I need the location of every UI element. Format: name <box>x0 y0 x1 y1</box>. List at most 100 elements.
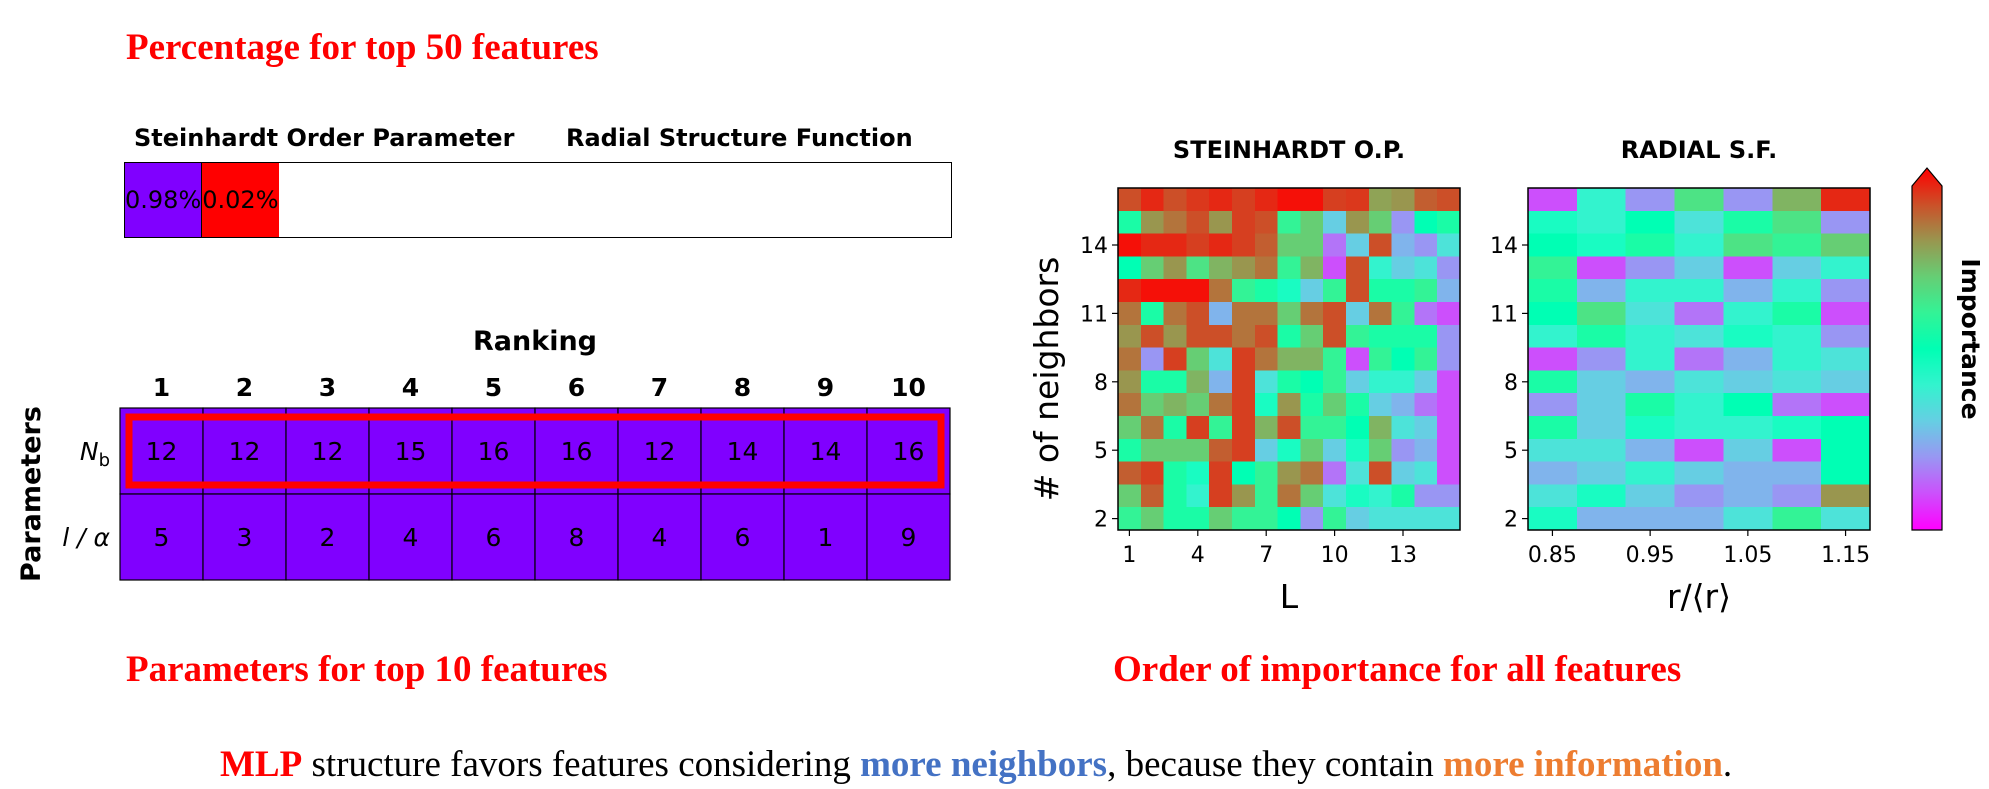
heatmap-cell <box>1254 188 1278 212</box>
heatmap-cell <box>1254 507 1278 531</box>
heatmap-cell <box>1277 416 1301 440</box>
heatmap-cell <box>1528 210 1578 234</box>
heatmap-cell <box>1163 347 1187 371</box>
x-tick-label: 4 <box>1191 543 1205 568</box>
heatmap-cell <box>1140 393 1164 417</box>
heatmap-cell <box>1323 188 1347 212</box>
heatmap-cell <box>1576 256 1627 280</box>
heatmap-cell <box>1209 347 1233 371</box>
heatmap-cell <box>1391 188 1415 212</box>
heatmap-cell <box>1300 233 1324 257</box>
table-cell <box>202 493 287 581</box>
sentence-part: , because they contain <box>1107 744 1444 785</box>
heatmap-cell <box>1625 393 1675 417</box>
heatmap-cell <box>1368 210 1392 234</box>
table-cell-value: 4 <box>652 523 668 552</box>
heatmap-cell <box>1674 324 1724 348</box>
heatmap-cell <box>1391 233 1415 257</box>
heatmap-cell <box>1674 210 1724 234</box>
table-cell-value: 12 <box>146 437 178 466</box>
steinhardt-value-label: 0.98% <box>125 186 202 214</box>
heatmap-cell <box>1186 256 1210 280</box>
heatmap-cell <box>1209 279 1233 303</box>
heatmap-cell <box>1186 302 1210 326</box>
heatmap-cell <box>1140 370 1164 394</box>
heatmap-cell <box>1674 188 1724 212</box>
heatmap-cell <box>1625 370 1675 394</box>
heatmap-cell <box>1821 507 1871 531</box>
table-cell-value: 16 <box>478 437 510 466</box>
x-tick-label: 1.05 <box>1723 543 1772 568</box>
heatmap-cell <box>1323 484 1347 508</box>
heatmap-cell <box>1140 484 1164 508</box>
heatmap-cell <box>1821 256 1871 280</box>
heatmap-cell <box>1300 302 1324 326</box>
heatmap-cell <box>1625 416 1675 440</box>
heatmap-cell <box>1277 393 1301 417</box>
heatmap-cell <box>1437 370 1461 394</box>
heatmap-cell <box>1391 461 1415 485</box>
heatmap-cell <box>1821 438 1871 462</box>
heatmap-cell <box>1723 393 1773 417</box>
heatmap-cell <box>1723 256 1773 280</box>
heatmap-cell <box>1723 416 1773 440</box>
heatmap-cell <box>1300 393 1324 417</box>
heatmap-cell <box>1576 279 1627 303</box>
heatmap-cell <box>1674 461 1724 485</box>
heatmap-cell <box>1576 370 1627 394</box>
heatmap-cell <box>1232 393 1256 417</box>
heatmap-cell <box>1391 347 1415 371</box>
heatmap-cell <box>1163 461 1187 485</box>
heatmap-cell <box>1414 370 1438 394</box>
heatmap-title: RADIAL S.F. <box>1621 136 1778 164</box>
table-cell-value: 4 <box>403 523 419 552</box>
heatmap-cell <box>1186 370 1210 394</box>
heatmap-cell <box>1163 324 1187 348</box>
x-tick-label: 0.95 <box>1626 543 1675 568</box>
heatmap-cell <box>1186 233 1210 257</box>
heatmap-cell <box>1163 256 1187 280</box>
heatmap-cell <box>1414 324 1438 348</box>
heatmap-cell <box>1209 302 1233 326</box>
heatmap-cell <box>1277 233 1301 257</box>
heatmap-cell <box>1391 484 1415 508</box>
rank-column-label: 8 <box>734 373 751 402</box>
x-tick-label: 1 <box>1122 543 1136 568</box>
heatmap-cell <box>1528 461 1578 485</box>
heatmap-cell <box>1118 438 1142 462</box>
heatmap-cell <box>1254 370 1278 394</box>
heatmap-cell <box>1277 256 1301 280</box>
heatmap-cell <box>1118 324 1142 348</box>
heatmap-cell <box>1821 279 1871 303</box>
heatmap-title: STEINHARDT O.P. <box>1173 136 1405 164</box>
heatmap-cell <box>1576 210 1627 234</box>
table-cell-value: 14 <box>810 437 842 466</box>
heatmap-cell <box>1186 507 1210 531</box>
y-tick-label: 2 <box>1094 508 1108 533</box>
heatmap-cell <box>1186 279 1210 303</box>
heatmap-cell <box>1821 188 1871 212</box>
heatmap-cell <box>1528 347 1578 371</box>
heatmap-cell <box>1186 461 1210 485</box>
heatmap-cell <box>1140 507 1164 531</box>
heatmap-cell <box>1821 233 1871 257</box>
heatmap-cell <box>1277 370 1301 394</box>
heatmap-cell <box>1368 438 1392 462</box>
heatmap-cell <box>1576 324 1627 348</box>
heatmap-cell <box>1277 438 1301 462</box>
heatmap-cell <box>1437 302 1461 326</box>
heatmap-cell <box>1232 256 1256 280</box>
heatmap-cell <box>1346 438 1370 462</box>
heatmap-cell <box>1277 324 1301 348</box>
heatmap-cell <box>1254 393 1278 417</box>
table-cell <box>451 493 536 581</box>
heatmap-cell <box>1528 233 1578 257</box>
heatmap-cell <box>1414 347 1438 371</box>
heatmap-cell <box>1723 279 1773 303</box>
heatmap-cell <box>1625 438 1675 462</box>
heatmap-cell <box>1118 302 1142 326</box>
heatmap-cell <box>1414 461 1438 485</box>
heatmap-cell <box>1300 370 1324 394</box>
heatmap-cell <box>1437 256 1461 280</box>
heatmap-cell <box>1163 438 1187 462</box>
